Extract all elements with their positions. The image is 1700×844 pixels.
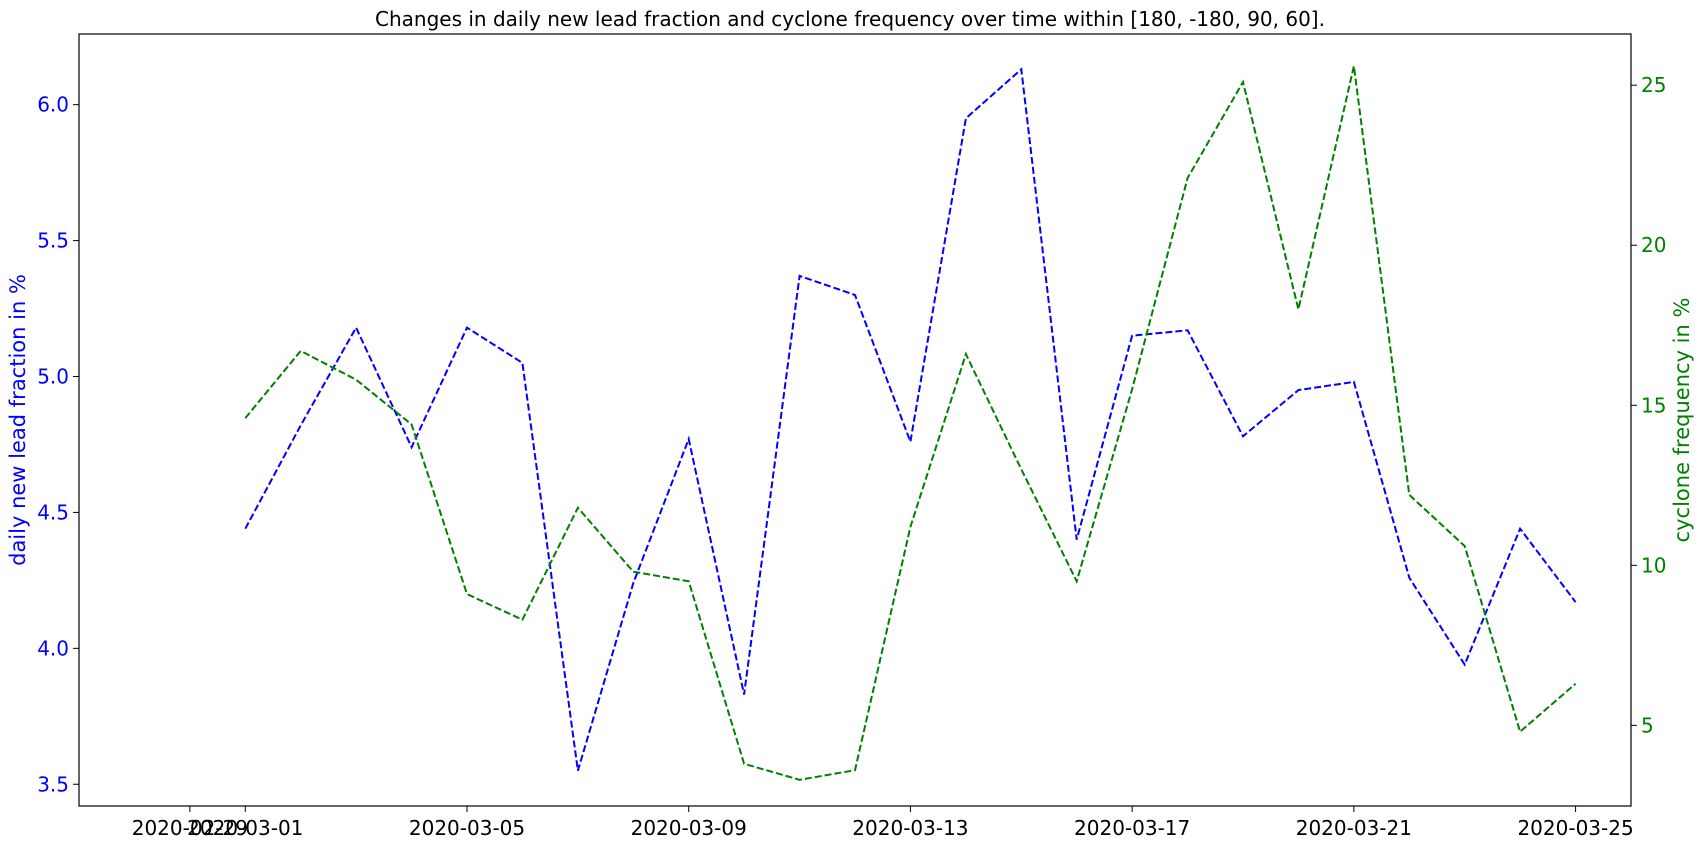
left-tick-label: 4.5 (37, 500, 69, 524)
right-axis-label: cyclone frequency in % (1670, 298, 1694, 543)
x-tick-label: 2020-03-21 (1296, 816, 1412, 840)
cyclone-frequency-line (244, 65, 1577, 781)
right-tick-label: 10 (1641, 553, 1666, 577)
right-tick-label: 20 (1641, 233, 1666, 257)
left-tick-label: 5.0 (37, 365, 69, 389)
x-tick-label: 2020-02-29 (132, 816, 248, 840)
left-tick-label: 5.5 (37, 229, 69, 253)
series-layer (244, 65, 1577, 781)
left-tick-label: 3.5 (37, 772, 69, 796)
left-tick-label: 6.0 (37, 93, 69, 117)
right-tick-label: 15 (1641, 393, 1666, 417)
lead-fraction-line (244, 67, 1577, 771)
x-tick-label: 2020-03-13 (852, 816, 968, 840)
plot-area (78, 33, 1632, 807)
right-tick-label: 25 (1641, 73, 1666, 97)
right-tick-label: 5 (1641, 713, 1654, 737)
x-tick-label: 2020-03-01 (187, 816, 303, 840)
left-y-axis: 3.5 4.0 4.5 5.0 5.5 6.0 (37, 93, 79, 796)
x-tick-label: 2020-03-25 (1517, 816, 1633, 840)
right-y-axis: 5 10 15 20 25 (1631, 73, 1666, 737)
left-axis-label: daily new lead fraction in % (6, 274, 30, 566)
x-tick-label: 2020-03-17 (1074, 816, 1190, 840)
chart-title: Changes in daily new lead fraction and c… (375, 7, 1325, 31)
x-tick-label: 2020-03-05 (409, 816, 525, 840)
x-tick-label: 2020-03-09 (631, 816, 747, 840)
left-tick-label: 4.0 (37, 636, 69, 660)
